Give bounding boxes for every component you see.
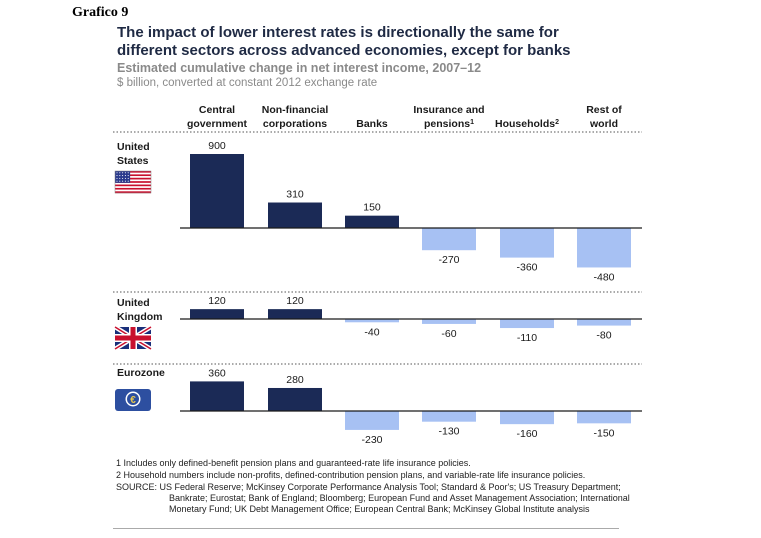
bar-united-states-banks xyxy=(345,215,399,228)
bar-eurozone-households xyxy=(500,411,554,425)
uk-flag-icon xyxy=(113,325,153,351)
bar-united-states-corporations xyxy=(268,202,322,228)
region-label-united-kingdom: United xyxy=(117,297,150,309)
chart-subtitle: Estimated cumulative change in net inter… xyxy=(117,61,482,75)
value-label: -80 xyxy=(596,330,611,342)
bottom-rule xyxy=(113,528,619,529)
region-label-united-kingdom: Kingdom xyxy=(117,311,163,323)
bar-eurozone-government xyxy=(190,381,244,411)
footnote-1: 1 Includes only defined-benefit pension … xyxy=(116,458,471,468)
value-label: -230 xyxy=(361,434,382,446)
value-label: 360 xyxy=(208,367,226,379)
bar-united-states-pensions xyxy=(422,228,476,251)
value-label: -480 xyxy=(593,271,614,283)
bar-united-kingdom-government xyxy=(190,309,244,319)
panel-eurozone: Eurozone €360 280 -230 -130 -160 -150 xyxy=(115,367,642,446)
bar-united-states-government xyxy=(190,154,244,228)
value-label: -270 xyxy=(438,254,459,266)
page-label: Grafico 9 xyxy=(72,5,129,20)
euro-flag-icon: € xyxy=(115,389,151,411)
value-label: -360 xyxy=(516,262,537,274)
header-non-financial-line1: Non-financial xyxy=(262,104,329,116)
footnote-marker: 1 xyxy=(470,119,474,126)
footnote-2: 2 Household numbers include non-profits,… xyxy=(116,470,586,480)
column-headers: Central government Non-financial corporatio… xyxy=(187,104,622,130)
value-label: -60 xyxy=(441,328,456,340)
value-label: 280 xyxy=(286,374,304,386)
value-label: 120 xyxy=(208,295,226,307)
bar-united-kingdom-households xyxy=(500,319,554,329)
value-label: 150 xyxy=(363,202,381,214)
header-rest-of-line1: Rest of xyxy=(586,104,622,116)
bar-eurozone-pensions xyxy=(422,411,476,422)
header-central-line1: Central xyxy=(199,104,235,116)
panel-united-states: United States 900 310 150 -270 -360 -480 xyxy=(114,140,642,283)
bar-united-kingdom-corporations xyxy=(268,309,322,319)
bar-eurozone-banks xyxy=(345,411,399,430)
value-label: 900 xyxy=(208,140,226,152)
region-label-eurozone: Eurozone xyxy=(117,367,165,379)
header-banks: Banks xyxy=(356,118,388,130)
unit-label: $ billion, converted at constant 2012 ex… xyxy=(117,77,378,89)
value-label: -130 xyxy=(438,426,459,438)
value-label: -40 xyxy=(364,326,379,338)
header-households: Households2 xyxy=(495,118,559,130)
source-note: SOURCE: US Federal Reserve; McKinsey Cor… xyxy=(116,482,630,514)
header-pensions: pensions1 xyxy=(424,118,474,130)
bar-eurozone-world xyxy=(577,411,631,424)
bar-united-kingdom-pensions xyxy=(422,319,476,324)
value-label: -150 xyxy=(593,427,614,439)
panel-united-kingdom: United Kingdom 120 120 -40 -60 -110 -80 xyxy=(113,295,642,351)
bar-united-kingdom-banks xyxy=(345,319,399,323)
region-label-united-states: States xyxy=(117,155,149,167)
value-label: -110 xyxy=(517,332,537,344)
value-label: -160 xyxy=(516,428,537,440)
value-label: 310 xyxy=(286,189,304,201)
bar-eurozone-corporations xyxy=(268,387,322,411)
chart-panels: United States 900 310 150 -270 -360 -480 United K… xyxy=(113,131,642,446)
region-label-united-states: United xyxy=(117,141,150,153)
bar-united-kingdom-world xyxy=(577,319,631,326)
bar-united-states-households xyxy=(500,228,554,258)
value-label: 120 xyxy=(286,295,304,307)
bar-united-states-world xyxy=(577,228,631,268)
header-government: government xyxy=(187,118,248,130)
header-world: world xyxy=(589,118,618,130)
header-insurance-and-line1: Insurance and xyxy=(413,104,484,116)
svg-text:€: € xyxy=(130,395,136,406)
footnote-marker: 2 xyxy=(555,119,559,126)
header-corporations: corporations xyxy=(263,118,327,130)
footnotes: 1 Includes only defined-benefit pension … xyxy=(116,458,636,516)
us-flag-icon xyxy=(114,170,152,194)
chart-title: The impact of lower interest rates is di… xyxy=(117,24,571,59)
